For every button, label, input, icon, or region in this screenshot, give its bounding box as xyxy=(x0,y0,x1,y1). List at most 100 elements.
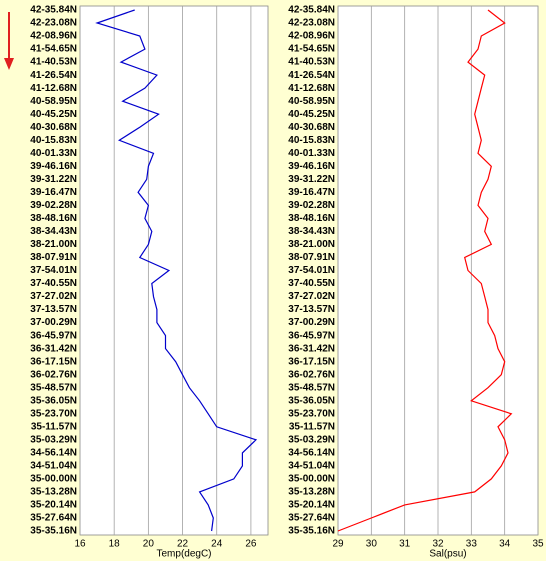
x-axis-label: Temp(degC) xyxy=(156,549,211,560)
y-tick-label: 35-20.14N xyxy=(30,500,77,511)
y-tick-label: 35-48.57N xyxy=(288,382,335,393)
y-tick-label: 41-40.53N xyxy=(30,57,77,68)
y-tick-label: 35-27.64N xyxy=(30,513,77,524)
y-tick-label: 38-21.00N xyxy=(288,239,335,250)
arrow-head xyxy=(4,58,14,70)
y-tick-label: 36-17.15N xyxy=(30,356,77,367)
x-axis-label: Sal(psu) xyxy=(429,549,466,560)
y-tick-label: 38-48.16N xyxy=(30,213,77,224)
y-tick-label: 41-26.54N xyxy=(30,70,77,81)
y-tick-label: 38-07.91N xyxy=(288,252,335,263)
y-tick-label: 36-31.42N xyxy=(30,343,77,354)
x-tick-label: 33 xyxy=(466,539,478,550)
y-tick-label: 35-36.05N xyxy=(288,395,335,406)
y-tick-label: 39-16.47N xyxy=(30,187,77,198)
y-tick-label: 40-15.83N xyxy=(288,135,335,146)
x-tick-label: 26 xyxy=(245,539,257,550)
y-tick-label: 40-58.95N xyxy=(30,96,77,107)
y-tick-label: 42-23.08N xyxy=(288,18,335,29)
y-tick-label: 39-16.47N xyxy=(288,187,335,198)
y-tick-label: 39-46.16N xyxy=(30,161,77,172)
y-tick-label: 40-58.95N xyxy=(288,96,335,107)
x-tick-label: 22 xyxy=(177,539,189,550)
y-tick-label: 40-45.25N xyxy=(288,109,335,120)
y-tick-label: 39-02.28N xyxy=(30,200,77,211)
y-tick-label: 35-35.16N xyxy=(288,526,335,537)
y-tick-label: 40-15.83N xyxy=(30,135,77,146)
x-tick-label: 18 xyxy=(109,539,121,550)
y-tick-label: 34-56.14N xyxy=(30,447,77,458)
y-tick-label: 40-30.68N xyxy=(30,122,77,133)
y-tick-label: 41-40.53N xyxy=(288,57,335,68)
y-tick-label: 35-00.00N xyxy=(288,474,335,485)
y-tick-label: 42-35.84N xyxy=(288,5,335,16)
x-tick-label: 30 xyxy=(366,539,378,550)
data-line xyxy=(95,9,258,532)
y-tick-label: 35-20.14N xyxy=(288,500,335,511)
y-tick-label: 41-54.65N xyxy=(30,44,77,55)
y-tick-label: 39-31.22N xyxy=(288,174,335,185)
y-tick-label: 36-31.42N xyxy=(288,343,335,354)
y-tick-label: 37-27.02N xyxy=(288,291,335,302)
y-tick-label: 37-13.57N xyxy=(288,304,335,315)
x-tick-label: 35 xyxy=(532,539,544,550)
y-tick-label: 39-02.28N xyxy=(288,200,335,211)
y-tick-label: 40-01.33N xyxy=(288,148,335,159)
y-tick-label: 40-30.68N xyxy=(288,122,335,133)
y-tick-label: 41-26.54N xyxy=(288,70,335,81)
x-tick-label: 29 xyxy=(332,539,344,550)
data-line xyxy=(337,9,513,532)
y-tick-label: 41-12.68N xyxy=(30,83,77,94)
y-tick-label: 36-45.97N xyxy=(30,330,77,341)
y-tick-label: 37-00.29N xyxy=(30,317,77,328)
y-tick-label: 38-34.43N xyxy=(30,226,77,237)
plot-area xyxy=(79,5,269,536)
y-tick-label: 38-07.91N xyxy=(30,252,77,263)
y-tick-label: 35-35.16N xyxy=(30,526,77,537)
y-tick-label: 34-56.14N xyxy=(288,447,335,458)
x-tick-label: 32 xyxy=(432,539,444,550)
y-tick-label: 39-31.22N xyxy=(30,174,77,185)
y-tick-label: 40-01.33N xyxy=(30,148,77,159)
y-tick-label: 36-17.15N xyxy=(288,356,335,367)
y-tick-label: 35-11.57N xyxy=(289,421,335,432)
y-tick-label: 35-23.70N xyxy=(30,408,77,419)
y-tick-label: 41-12.68N xyxy=(288,83,335,94)
y-tick-label: 38-34.43N xyxy=(288,226,335,237)
y-tick-label: 38-21.00N xyxy=(30,239,77,250)
x-tick-label: 20 xyxy=(143,539,155,550)
y-tick-label: 37-00.29N xyxy=(288,317,335,328)
y-tick-label: 36-02.76N xyxy=(288,369,335,380)
y-tick-label: 34-51.04N xyxy=(30,461,77,472)
y-tick-label: 39-46.16N xyxy=(288,161,335,172)
y-tick-label: 37-13.57N xyxy=(30,304,77,315)
y-tick-label: 35-00.00N xyxy=(30,474,77,485)
x-tick-label: 16 xyxy=(74,539,86,550)
y-tick-label: 35-48.57N xyxy=(30,382,77,393)
y-tick-label: 35-03.29N xyxy=(288,434,335,445)
y-tick-label: 42-23.08N xyxy=(30,18,77,29)
y-tick-label: 37-54.01N xyxy=(288,265,335,276)
y-tick-label: 34-51.04N xyxy=(288,461,335,472)
y-tick-label: 37-27.02N xyxy=(30,291,77,302)
y-tick-label: 35-11.57N xyxy=(31,421,77,432)
y-tick-label: 42-35.84N xyxy=(30,5,77,16)
y-tick-label: 38-48.16N xyxy=(288,213,335,224)
y-tick-label: 42-08.96N xyxy=(288,31,335,42)
x-tick-label: 31 xyxy=(399,539,411,550)
y-tick-label: 36-02.76N xyxy=(30,369,77,380)
y-tick-label: 37-54.01N xyxy=(30,265,77,276)
y-tick-label: 40-45.25N xyxy=(30,109,77,120)
y-tick-label: 35-03.29N xyxy=(30,434,77,445)
x-tick-label: 24 xyxy=(211,539,223,550)
y-tick-label: 36-45.97N xyxy=(288,330,335,341)
y-tick-label: 35-36.05N xyxy=(30,395,77,406)
y-tick-label: 42-08.96N xyxy=(30,31,77,42)
y-tick-label: 37-40.55N xyxy=(30,278,77,289)
y-tick-label: 35-23.70N xyxy=(288,408,335,419)
x-tick-label: 34 xyxy=(499,539,511,550)
y-tick-label: 35-13.28N xyxy=(30,487,77,498)
y-tick-label: 37-40.55N xyxy=(288,278,335,289)
